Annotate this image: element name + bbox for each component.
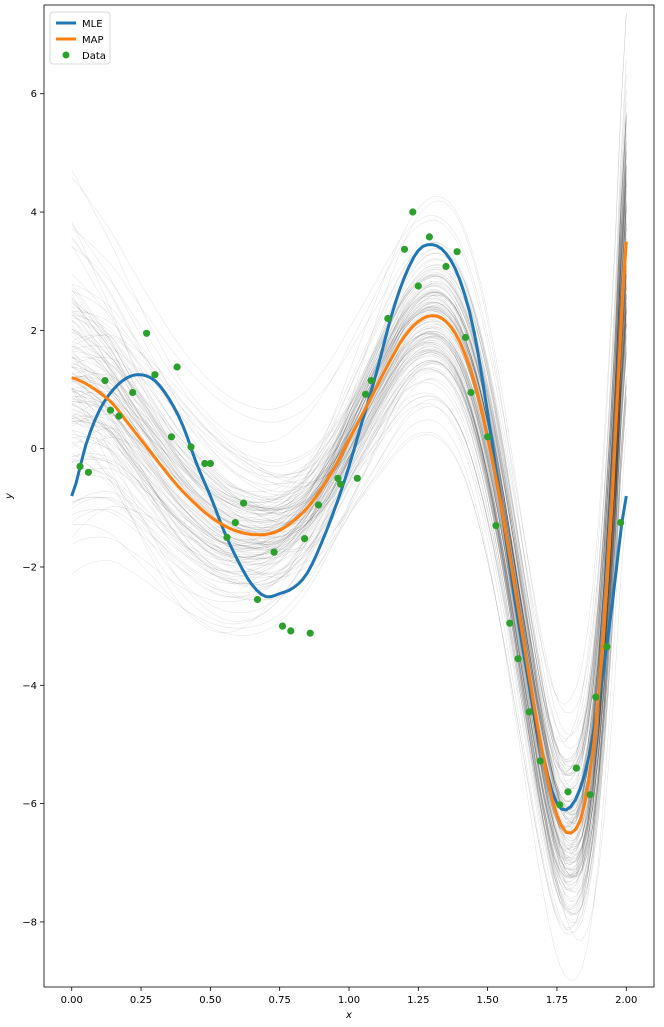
data-point bbox=[168, 433, 175, 440]
data-point bbox=[401, 246, 408, 253]
data-point bbox=[368, 377, 375, 384]
y-axis-ticks: −8 −6 −4 −2 0 2 4 6 bbox=[22, 89, 44, 928]
legend-map-label: MAP bbox=[82, 35, 104, 46]
data-point bbox=[526, 708, 533, 715]
y-tick-label: 0 bbox=[31, 444, 37, 455]
data-point bbox=[279, 623, 286, 630]
x-tick-label: 1.00 bbox=[338, 995, 360, 1006]
data-point bbox=[564, 788, 571, 795]
data-point bbox=[409, 208, 416, 215]
data-point bbox=[587, 791, 594, 798]
data-point bbox=[151, 371, 158, 378]
legend-data-label: Data bbox=[82, 51, 106, 62]
data-point bbox=[101, 377, 108, 384]
data-point bbox=[223, 534, 230, 541]
legend-data-swatch bbox=[63, 52, 70, 59]
data-point bbox=[617, 519, 624, 526]
data-point bbox=[76, 463, 83, 470]
y-axis-label: y bbox=[4, 492, 15, 500]
data-point bbox=[240, 500, 247, 507]
data-point bbox=[254, 596, 261, 603]
data-point bbox=[287, 627, 294, 634]
x-tick-label: 0.25 bbox=[130, 995, 152, 1006]
data-point bbox=[592, 694, 599, 701]
data-point bbox=[506, 620, 513, 627]
posterior-sample-curve bbox=[72, 190, 627, 767]
data-point bbox=[484, 433, 491, 440]
y-tick-label: −6 bbox=[22, 799, 37, 810]
x-axis-ticks: 0.00 0.25 0.50 0.75 1.00 1.25 1.50 1.75 2.00 bbox=[61, 987, 638, 1006]
data-point bbox=[454, 248, 461, 255]
data-point bbox=[362, 391, 369, 398]
x-tick-label: 0.50 bbox=[199, 995, 221, 1006]
x-tick-label: 0.00 bbox=[61, 995, 83, 1006]
data-point bbox=[271, 549, 278, 556]
data-point bbox=[315, 501, 322, 508]
data-point bbox=[207, 460, 214, 467]
data-point bbox=[467, 389, 474, 396]
data-point bbox=[115, 413, 122, 420]
legend-mle-label: MLE bbox=[82, 19, 103, 30]
posterior-sample-curve bbox=[72, 13, 627, 705]
data-point bbox=[415, 282, 422, 289]
data-point bbox=[462, 334, 469, 341]
data-point bbox=[307, 630, 314, 637]
x-tick-label: 1.75 bbox=[546, 995, 568, 1006]
data-point bbox=[143, 330, 150, 337]
data-point bbox=[354, 475, 361, 482]
y-tick-label: −2 bbox=[22, 562, 37, 573]
x-tick-label: 2.00 bbox=[615, 995, 637, 1006]
data-point bbox=[492, 522, 499, 529]
y-tick-label: 2 bbox=[31, 326, 37, 337]
data-point bbox=[573, 765, 580, 772]
data-point bbox=[603, 643, 610, 650]
y-tick-label: 4 bbox=[31, 208, 37, 219]
data-point bbox=[442, 263, 449, 270]
y-tick-label: −4 bbox=[22, 681, 37, 692]
data-point bbox=[107, 407, 114, 414]
data-point bbox=[174, 363, 181, 370]
x-tick-label: 1.50 bbox=[477, 995, 499, 1006]
data-point bbox=[426, 233, 433, 240]
data-point bbox=[187, 443, 194, 450]
posterior-samples bbox=[72, 13, 627, 981]
data-point bbox=[515, 655, 522, 662]
data-point bbox=[384, 315, 391, 322]
data-point bbox=[537, 757, 544, 764]
posterior-sample-curve bbox=[72, 184, 627, 811]
data-point bbox=[232, 519, 239, 526]
x-tick-label: 0.75 bbox=[269, 995, 291, 1006]
legend: MLE MAP Data bbox=[50, 12, 110, 64]
data-point bbox=[129, 389, 136, 396]
data-point bbox=[301, 535, 308, 542]
data-point bbox=[556, 801, 563, 808]
posterior-sample-curve bbox=[72, 203, 627, 790]
y-tick-label: −8 bbox=[22, 917, 37, 928]
data-point bbox=[337, 481, 344, 488]
y-tick-label: 6 bbox=[31, 89, 37, 100]
x-axis-label: x bbox=[345, 1010, 352, 1021]
x-tick-label: 1.25 bbox=[407, 995, 429, 1006]
data-point bbox=[85, 469, 92, 476]
